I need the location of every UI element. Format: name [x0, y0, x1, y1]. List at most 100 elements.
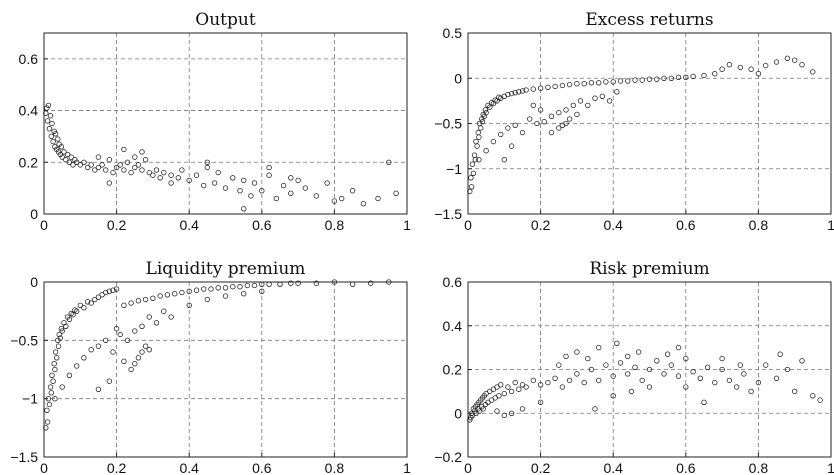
scatter-point [52, 349, 59, 355]
scatter-point [508, 410, 515, 416]
scatter-point [574, 111, 580, 118]
scatter-point [737, 362, 743, 368]
scatter-point [54, 355, 60, 361]
scatter-point [139, 323, 145, 329]
y-tick-label: 0.6 [19, 51, 39, 67]
x-tick-label: 0.4 [179, 217, 199, 233]
scatter-point [288, 175, 294, 181]
scatter-point [50, 378, 56, 384]
scatter-point [88, 162, 94, 168]
scatter-point [186, 302, 192, 308]
scatter-point [241, 177, 247, 184]
x-tick-label: 0.8 [325, 460, 345, 475]
scatter-point [266, 172, 272, 178]
scatter-point [563, 353, 569, 360]
scatter-point [175, 175, 181, 181]
scatter-point [313, 193, 319, 199]
x-tick-label: 0 [464, 217, 472, 233]
scatter-point [81, 305, 87, 311]
scatter-point [556, 125, 562, 131]
scatter-point [508, 90, 515, 97]
scatter-point [266, 281, 272, 287]
scatter-point [748, 388, 754, 395]
scatter-point [505, 91, 511, 98]
scatter-point [70, 312, 76, 318]
scatter-point [139, 167, 145, 173]
x-tick-label: 0.2 [107, 217, 127, 233]
scatter-point [349, 188, 356, 194]
scatter-point [548, 129, 555, 136]
scatter-point [690, 73, 696, 80]
scatter-point [288, 280, 294, 286]
scatter-point [726, 377, 733, 384]
scatter-point [63, 323, 69, 329]
scatter-point [121, 146, 127, 153]
scatter-point [505, 125, 511, 131]
scatter-point [784, 366, 791, 373]
scatter-point [661, 371, 667, 377]
scatter-point [574, 371, 580, 377]
scatter-point [95, 343, 102, 349]
scatter-point [592, 406, 598, 412]
scatter-point [161, 169, 167, 176]
scatter-point [331, 279, 338, 285]
scatter-point [763, 62, 769, 69]
scatter-point [697, 375, 703, 381]
scatter-point [508, 388, 515, 395]
scatter-point [668, 75, 674, 81]
scatter-point [588, 366, 595, 373]
scatter-point [139, 149, 145, 155]
scatter-point [570, 102, 576, 109]
scatter-point [577, 98, 584, 104]
scatter-point [295, 177, 301, 184]
scatter-point [628, 388, 635, 395]
scatter-point [142, 157, 149, 163]
scatter-point [566, 81, 573, 88]
scatter-point [103, 167, 109, 173]
scatter-point [519, 406, 526, 412]
scatter-point [741, 371, 747, 377]
scatter-point [49, 372, 55, 378]
scatter-point [48, 133, 54, 140]
scatter-point [512, 122, 518, 128]
scatter-point [712, 379, 718, 386]
scatter-point [44, 118, 51, 124]
scatter-point [475, 129, 481, 136]
scatter-point [559, 122, 566, 128]
scatter-point [215, 169, 221, 176]
scatter-point [339, 195, 345, 202]
scatter-point [712, 71, 718, 77]
scatter-point [168, 180, 174, 186]
scatter-point [110, 169, 116, 176]
scatter-point [99, 162, 105, 168]
scatter-point [534, 120, 540, 127]
scatter-point [479, 119, 486, 125]
scatter-point [84, 299, 91, 305]
scatter-point [556, 362, 562, 368]
scatter-point [599, 93, 605, 99]
scatter-point [482, 107, 489, 113]
scatter-point [142, 343, 149, 349]
scatter-point [313, 280, 319, 286]
scatter-point [512, 379, 518, 386]
scatter-point [66, 316, 73, 322]
scatter-point [58, 144, 65, 150]
scatter-point [480, 406, 486, 412]
scatter-point [168, 172, 174, 178]
scatter-point [799, 358, 805, 364]
scatter-point [635, 349, 642, 355]
y-tick-label: 0.2 [443, 362, 463, 378]
scatter-point [755, 71, 762, 77]
x-tick-label: 0.2 [531, 217, 551, 233]
scatter-point [164, 292, 171, 298]
chart-panel-1: Output 0 0.2 0.4 0.6 0.8 1 0 0.2 0.4 0.6 [19, 10, 412, 233]
scatter-point [52, 131, 59, 137]
scatter-point [719, 66, 725, 72]
scatter-point [56, 331, 62, 338]
x-tick-label: 0.4 [603, 217, 623, 233]
scatter-point [726, 62, 733, 68]
scatter-point [201, 286, 207, 292]
scatter-point [121, 302, 127, 308]
